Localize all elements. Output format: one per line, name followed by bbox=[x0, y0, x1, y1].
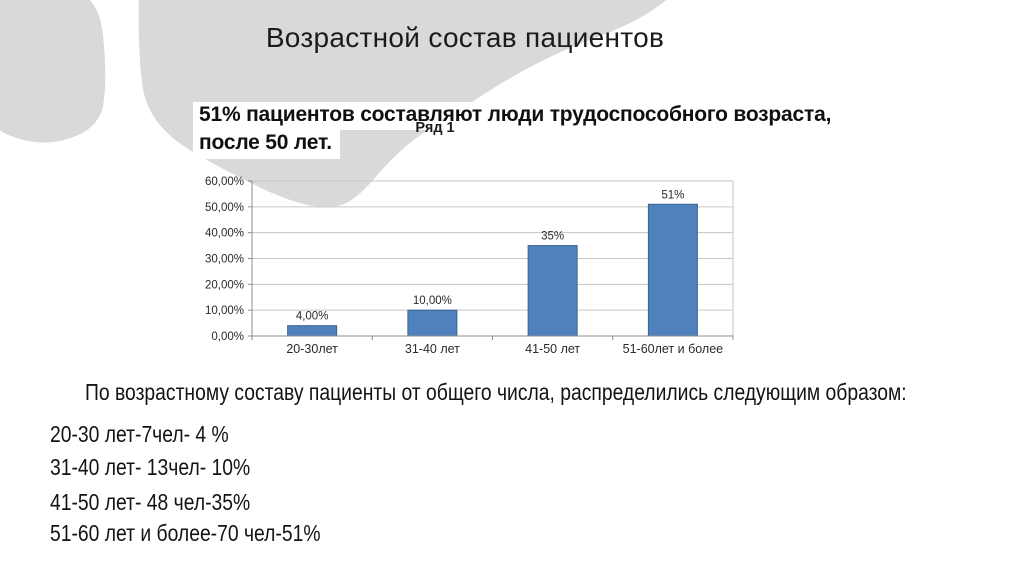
background-blob-top-left bbox=[0, 0, 106, 143]
bar-value-label: 4,00% bbox=[296, 311, 329, 323]
bar-value-label: 10,00% bbox=[413, 295, 452, 307]
y-axis-label: 10,00% bbox=[205, 305, 244, 317]
category-label: 20-30лет bbox=[286, 342, 338, 356]
y-axis-label: 0,00% bbox=[211, 331, 244, 343]
y-axis-label: 30,00% bbox=[205, 254, 244, 266]
summary-item-20-30: 20-30 лет-7чел- 4 % bbox=[50, 421, 229, 447]
summary-item-41-50: 41-50 лет- 48 чел-35% bbox=[50, 489, 251, 515]
callout-background-line2 bbox=[193, 127, 340, 159]
summary-item-31-40: 31-40 лет- 13чел- 10% bbox=[50, 454, 251, 480]
y-axis-label: 60,00% bbox=[205, 176, 244, 188]
summary-item-51-60: 51-60 лет и более-70 чел-51% bbox=[50, 520, 321, 546]
bar-value-label: 51% bbox=[661, 189, 684, 201]
y-axis-label: 40,00% bbox=[205, 228, 244, 240]
bar-2 bbox=[527, 245, 578, 337]
bar-3 bbox=[647, 203, 698, 337]
category-label: 31-40 лет bbox=[405, 342, 460, 356]
category-label: 41-50 лет bbox=[525, 342, 580, 356]
bar-1 bbox=[407, 309, 458, 337]
callout-background-line1 bbox=[193, 102, 818, 130]
callout-line-2: после 50 лет. bbox=[199, 131, 332, 154]
bar-chart: 0,00% 10,00% 20,00% 30,00% 40,00% 50,00% 60,00… bbox=[205, 176, 734, 356]
y-axis-label: 20,00% bbox=[205, 279, 244, 291]
summary-intro: По возрастному составу пациенты от общег… bbox=[85, 379, 907, 405]
bar-value-label: 35% bbox=[541, 231, 564, 243]
y-axis-label: 50,00% bbox=[205, 202, 244, 214]
callout-line-1: 51% пациентов составляют люди трудоспосо… bbox=[199, 103, 832, 126]
callout-text: 51% пациентов составляют люди трудоспосо… bbox=[199, 101, 831, 157]
category-label: 51-60лет и более bbox=[623, 342, 724, 356]
bar-0 bbox=[287, 325, 338, 337]
chart-title: Ряд 1 bbox=[415, 120, 455, 136]
slide-title: Возрастной состав пациентов bbox=[265, 22, 665, 53]
